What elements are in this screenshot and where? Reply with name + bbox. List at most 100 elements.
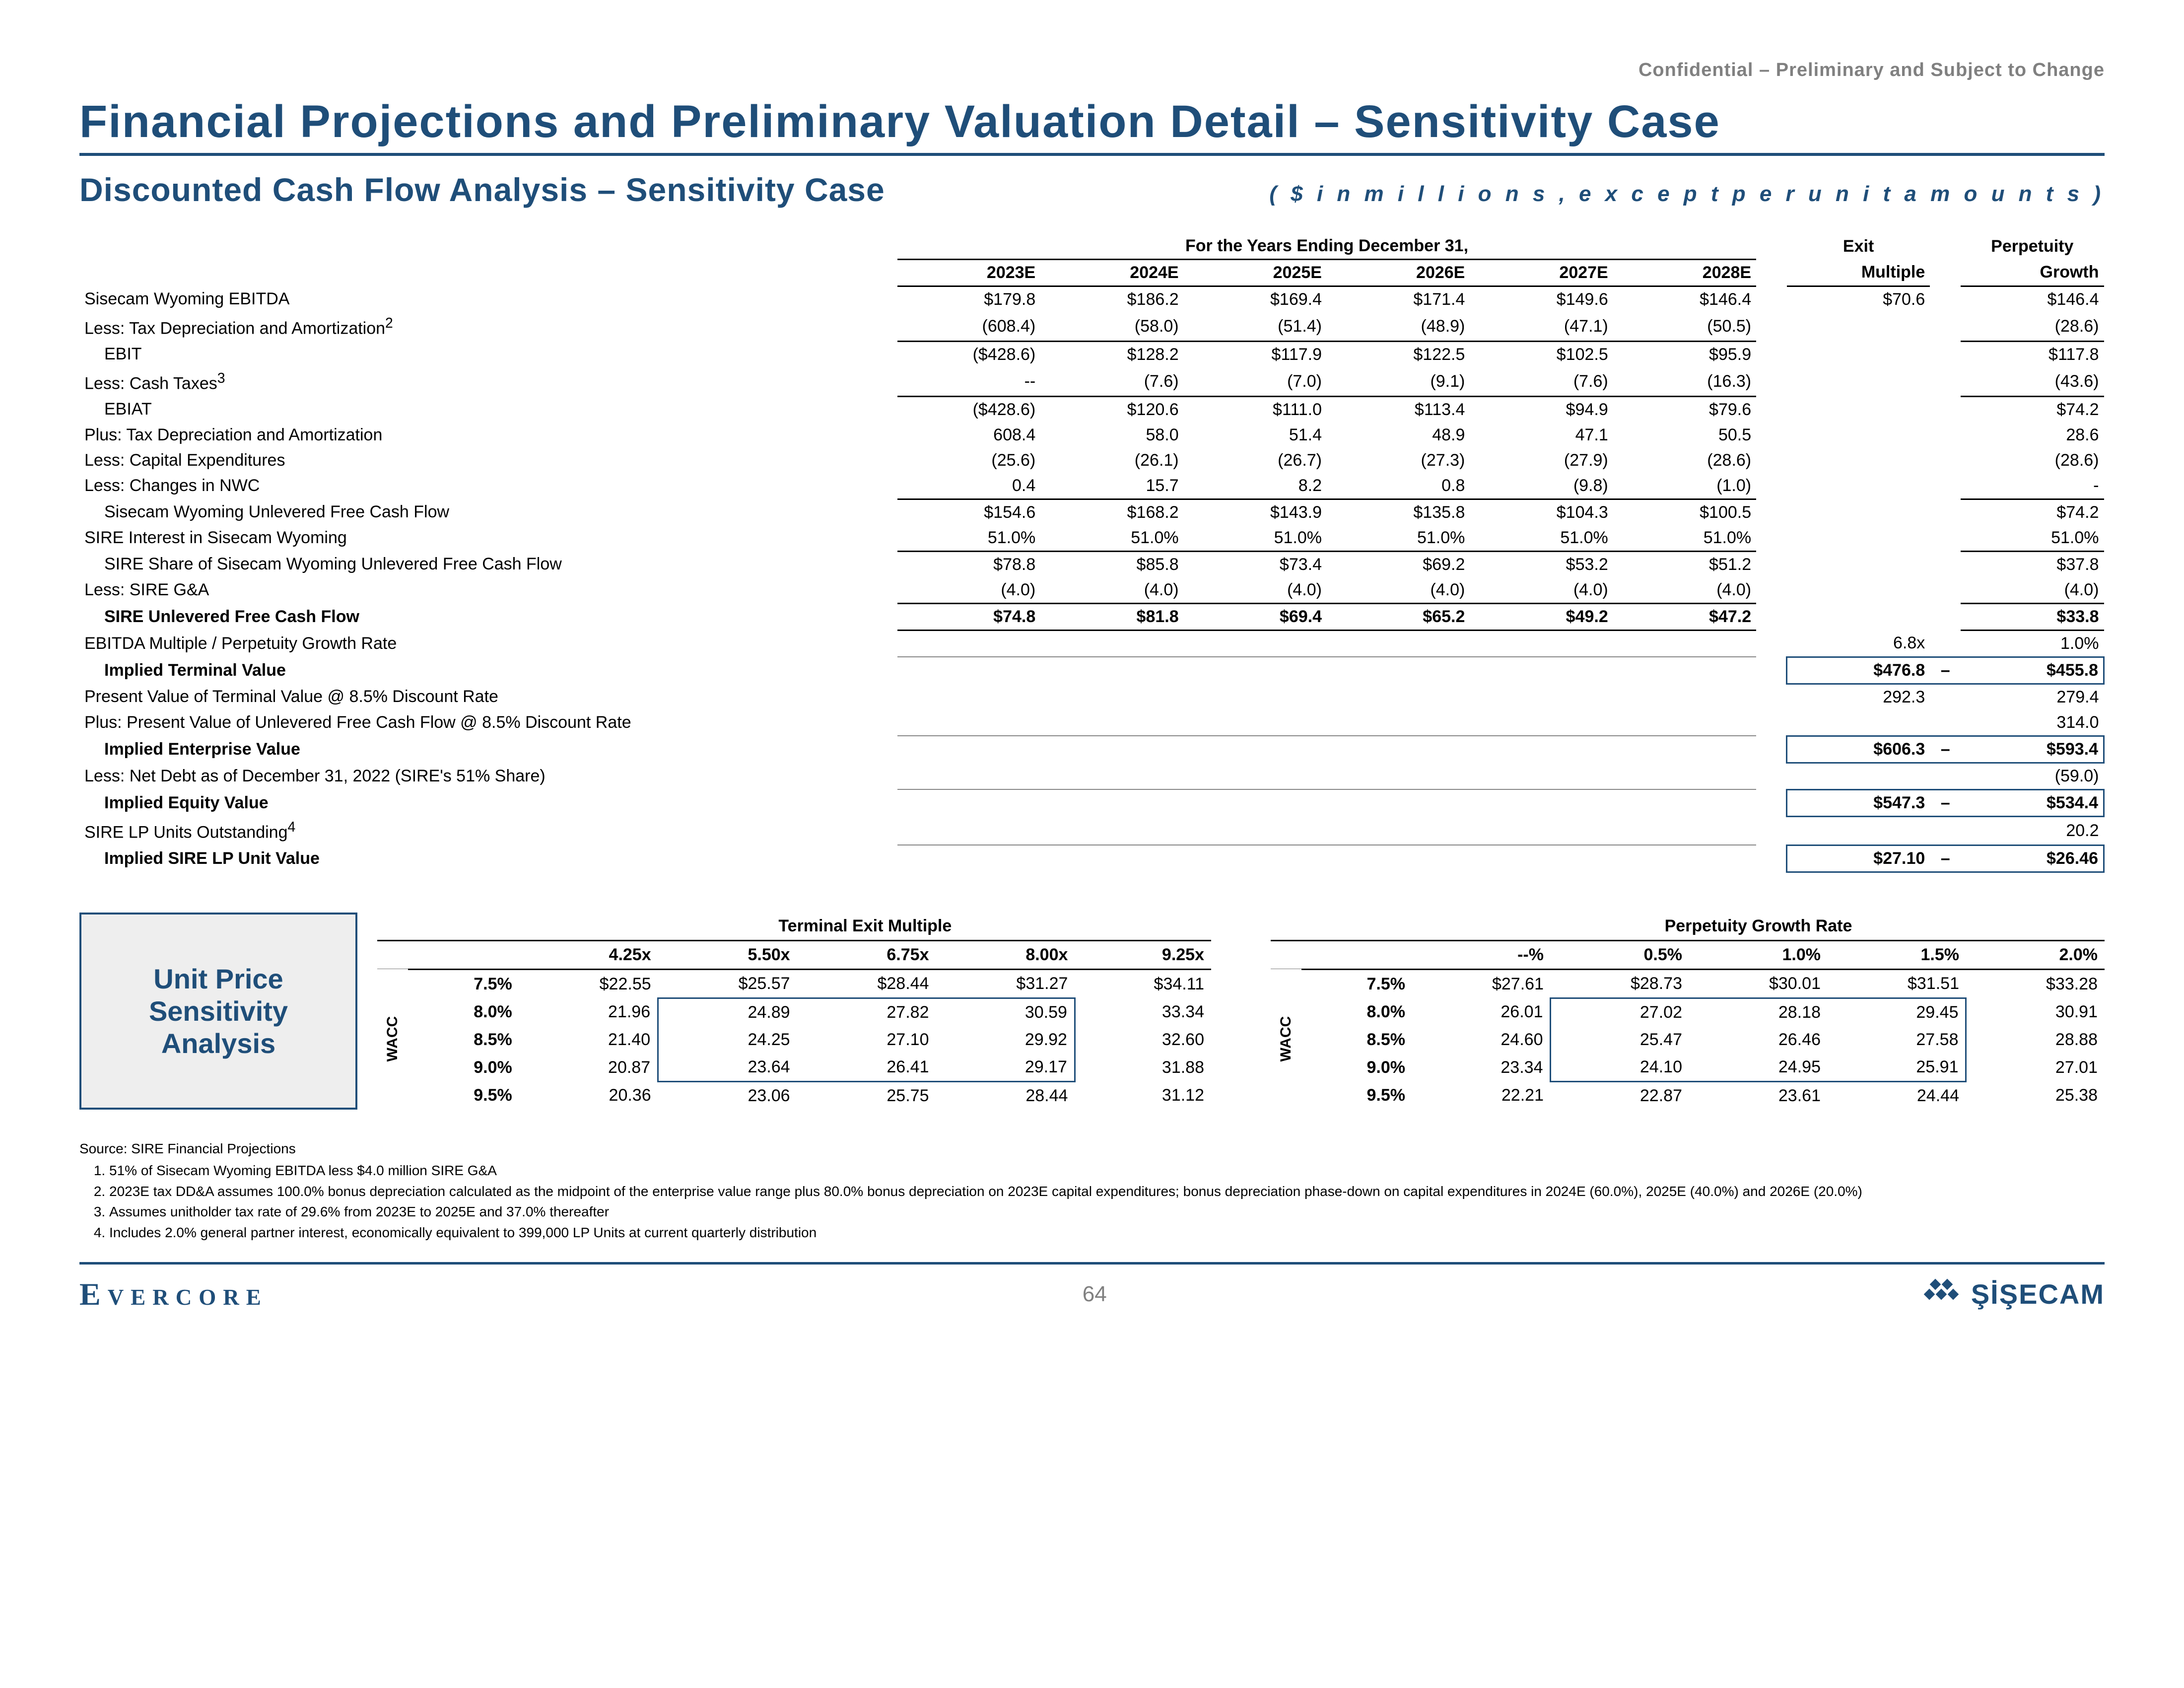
footnote-item: Includes 2.0% general partner interest, … bbox=[109, 1223, 2105, 1242]
cell-dash bbox=[1930, 684, 1961, 710]
cell-dash: – bbox=[1930, 789, 1961, 816]
sens-cell: 23.61 bbox=[1689, 1081, 1828, 1110]
cell: 0.8 bbox=[1327, 473, 1470, 499]
sens-row: 9.5%22.2122.8723.6124.4425.38 bbox=[1271, 1081, 2105, 1110]
cell bbox=[1327, 845, 1470, 872]
dcf-table: For the Years Ending December 31, Exit P… bbox=[79, 233, 2105, 873]
cell: 0.4 bbox=[897, 473, 1040, 499]
cell bbox=[1040, 684, 1183, 710]
cell bbox=[1184, 630, 1327, 657]
cell-dash bbox=[1930, 763, 1961, 789]
cell-perp: 279.4 bbox=[1961, 684, 2104, 710]
row-label: Less: Tax Depreciation and Amortization2 bbox=[79, 312, 897, 341]
cell: (7.6) bbox=[1470, 367, 1613, 396]
perp-header-1: Perpetuity bbox=[1961, 233, 2104, 260]
sens-cell: $33.28 bbox=[1966, 969, 2105, 998]
sens-row: 9.5%20.3623.0625.7528.4431.12 bbox=[377, 1081, 1211, 1110]
table-row: SIRE LP Units Outstanding420.2 bbox=[79, 816, 2104, 845]
cell-exit: $476.8 bbox=[1787, 657, 1930, 684]
sens-row-header: 8.5% bbox=[1301, 1026, 1412, 1054]
sens-cell: 28.44 bbox=[936, 1081, 1075, 1110]
cell bbox=[897, 684, 1040, 710]
sens-cell: $28.44 bbox=[797, 969, 936, 998]
cell-perp: (4.0) bbox=[1961, 577, 2104, 604]
cell: $51.2 bbox=[1613, 551, 1756, 577]
row-label: Implied Terminal Value bbox=[79, 657, 897, 684]
row-label: Sisecam Wyoming Unlevered Free Cash Flow bbox=[79, 499, 897, 525]
cell-exit bbox=[1787, 367, 1930, 396]
table-row: Implied Terminal Value$476.8–$455.8 bbox=[79, 657, 2104, 684]
cell-exit bbox=[1787, 396, 1930, 422]
year-2028: 2028E bbox=[1613, 260, 1756, 286]
wacc-label: WACC bbox=[377, 969, 408, 1110]
cell bbox=[1327, 710, 1470, 736]
row-label: SIRE Share of Sisecam Wyoming Unlevered … bbox=[79, 551, 897, 577]
cell-dash bbox=[1930, 286, 1961, 313]
sens-cell: 29.92 bbox=[936, 1026, 1075, 1054]
cell: 47.1 bbox=[1470, 422, 1613, 448]
sens-cell: $25.57 bbox=[658, 969, 797, 998]
cell bbox=[1327, 736, 1470, 763]
cell-dash bbox=[1930, 816, 1961, 845]
cell bbox=[1470, 845, 1613, 872]
cell: $113.4 bbox=[1327, 396, 1470, 422]
cell: $149.6 bbox=[1470, 286, 1613, 313]
sens-cell: 33.34 bbox=[1075, 998, 1211, 1026]
sens-cell: 31.12 bbox=[1075, 1081, 1211, 1110]
cell: (4.0) bbox=[1040, 577, 1183, 604]
sens-row-header: 9.5% bbox=[1301, 1081, 1412, 1110]
sens-col-header: 2.0% bbox=[1966, 940, 2105, 969]
cell: $154.6 bbox=[897, 499, 1040, 525]
cell-perp: $455.8 bbox=[1961, 657, 2104, 684]
sens-row-header: 7.5% bbox=[408, 969, 519, 998]
cell: 51.0% bbox=[1184, 525, 1327, 552]
cell: 51.4 bbox=[1184, 422, 1327, 448]
exit-header-1: Exit bbox=[1787, 233, 1930, 260]
table-row: Sisecam Wyoming Unlevered Free Cash Flow… bbox=[79, 499, 2104, 525]
cell bbox=[1613, 816, 1756, 845]
cell bbox=[1184, 816, 1327, 845]
cell bbox=[1470, 763, 1613, 789]
cell bbox=[1184, 710, 1327, 736]
cell bbox=[897, 789, 1040, 816]
cell-dash bbox=[1930, 396, 1961, 422]
cell-exit: $606.3 bbox=[1787, 736, 1930, 763]
row-label: EBITDA Multiple / Perpetuity Growth Rate bbox=[79, 630, 897, 657]
cell: $95.9 bbox=[1613, 341, 1756, 367]
cell: (1.0) bbox=[1613, 473, 1756, 499]
cell-perp: 20.2 bbox=[1961, 816, 2104, 845]
cell: (4.0) bbox=[1613, 577, 1756, 604]
sens-row-header: 8.0% bbox=[1301, 998, 1412, 1026]
sens-cell: 23.64 bbox=[658, 1054, 797, 1082]
cell-exit: 292.3 bbox=[1787, 684, 1930, 710]
cell: (4.0) bbox=[1470, 577, 1613, 604]
cell bbox=[897, 710, 1040, 736]
cell-perp: 314.0 bbox=[1961, 710, 2104, 736]
table-row: Less: Cash Taxes3--(7.6)(7.0)(9.1)(7.6)(… bbox=[79, 367, 2104, 396]
cell: $111.0 bbox=[1184, 396, 1327, 422]
cell-perp: (43.6) bbox=[1961, 367, 2104, 396]
cell-exit bbox=[1787, 525, 1930, 552]
sens-cell: $31.27 bbox=[936, 969, 1075, 998]
sens-cell: $30.01 bbox=[1689, 969, 1828, 998]
sens-cell: 21.96 bbox=[519, 998, 658, 1026]
sens-cell: 20.87 bbox=[519, 1054, 658, 1082]
cell bbox=[1470, 710, 1613, 736]
year-2027: 2027E bbox=[1470, 260, 1613, 286]
cell-dash bbox=[1930, 577, 1961, 604]
cell: (48.9) bbox=[1327, 312, 1470, 341]
sens-cell: 24.60 bbox=[1412, 1026, 1551, 1054]
cell-dash bbox=[1930, 710, 1961, 736]
subtitle: Discounted Cash Flow Analysis – Sensitiv… bbox=[79, 171, 885, 209]
cell-exit: $27.10 bbox=[1787, 845, 1930, 872]
sens-cell: 27.82 bbox=[797, 998, 936, 1026]
cell: (25.6) bbox=[897, 448, 1040, 473]
cell: $49.2 bbox=[1470, 603, 1613, 630]
table-row: SIRE Interest in Sisecam Wyoming51.0%51.… bbox=[79, 525, 2104, 552]
footnotes: Source: SIRE Financial Projections 51% o… bbox=[79, 1139, 2105, 1242]
cell: $120.6 bbox=[1040, 396, 1183, 422]
cell: ($428.6) bbox=[897, 341, 1040, 367]
units-note: ( $ i n m i l l i o n s , e x c e p t p … bbox=[1269, 182, 2105, 207]
sens-cell: 24.25 bbox=[658, 1026, 797, 1054]
cell bbox=[1184, 763, 1327, 789]
